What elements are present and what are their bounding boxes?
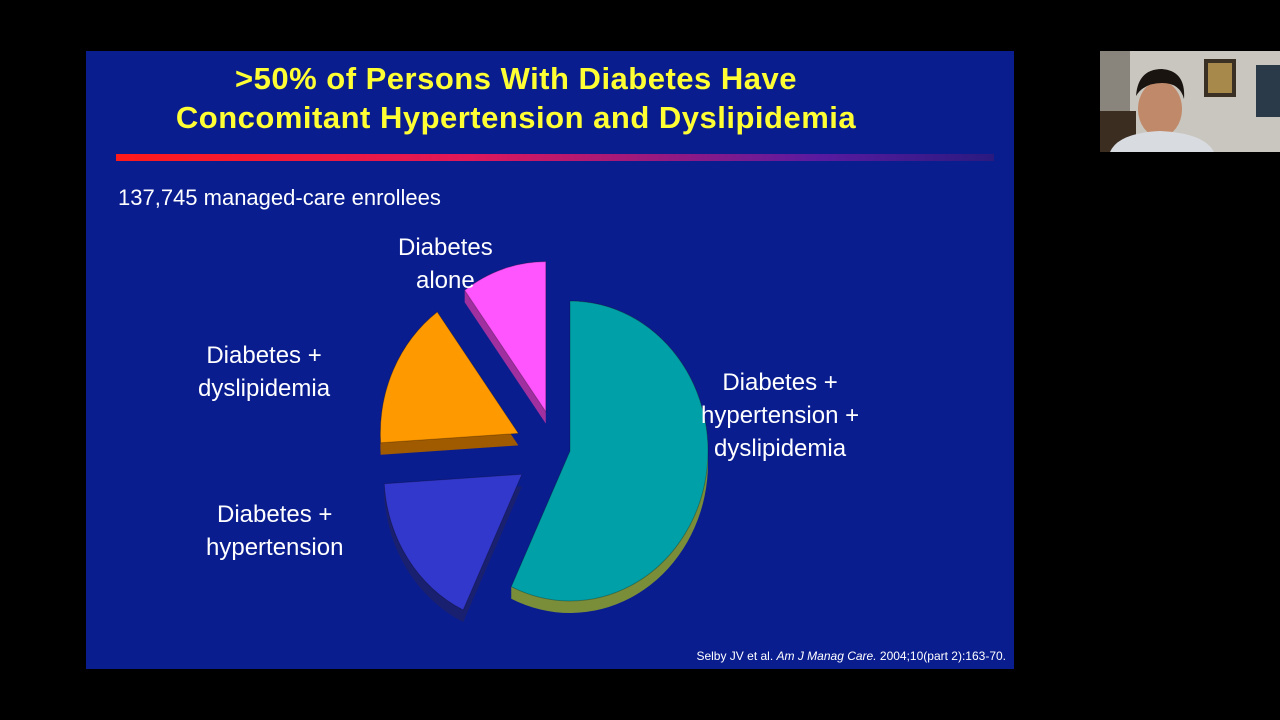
label-htn-dyslip-line-2: hypertension + — [701, 402, 860, 429]
presenter-webcam — [1100, 51, 1280, 152]
slice-htn-dyslip — [510, 300, 709, 613]
slide-subtitle: 137,745 managed-care enrollees — [118, 185, 441, 210]
label-htn-dyslip: Diabetes + hypertension + dyslipidemia — [701, 366, 859, 465]
label-htn: Diabetes + hypertension — [206, 498, 343, 564]
slice-alone — [463, 261, 547, 424]
presentation-slide: >50% of Persons With Diabetes Have Conco… — [86, 51, 1014, 669]
citation-authors: Selby JV et al. — [696, 649, 774, 663]
citation: Selby JV et al. Am J Manag Care. 2004;10… — [696, 649, 1006, 663]
citation-reference: 2004;10(part 2):163-70. — [879, 649, 1006, 663]
label-htn-line-2: hypertension — [206, 534, 344, 561]
slice-htn-dyslip-top — [510, 300, 709, 602]
pie-chart — [379, 261, 709, 622]
label-alone-line-1: Diabetes — [398, 234, 493, 261]
label-htn-line-1: Diabetes + — [217, 501, 333, 528]
slice-alone-top — [463, 261, 547, 414]
label-htn-dyslip-line-1: Diabetes + — [722, 369, 838, 396]
label-dyslip-line-1: Diabetes + — [206, 342, 322, 369]
slide-title: >50% of Persons With Diabetes Have Conco… — [86, 59, 946, 137]
slice-dyslip-top — [379, 311, 520, 444]
label-dyslip: Diabetes + dyslipidemia — [198, 339, 330, 405]
label-alone: Diabetes alone — [398, 231, 493, 297]
slide-title-line-2: Concomitant Hypertension and Dyslipidemi… — [175, 100, 857, 135]
title-divider — [116, 154, 994, 161]
citation-journal: Am J Manag Care. — [776, 649, 877, 663]
label-htn-dyslip-line-3: dyslipidemia — [714, 435, 847, 462]
label-alone-line-2: alone — [416, 267, 475, 294]
slide-title-line-1: >50% of Persons With Diabetes Have — [235, 61, 797, 96]
slice-htn — [383, 473, 523, 622]
slice-dyslip — [379, 311, 520, 455]
label-dyslip-line-2: dyslipidemia — [198, 375, 331, 402]
presenter-video-icon — [1100, 51, 1280, 152]
slice-htn-top — [383, 473, 523, 611]
